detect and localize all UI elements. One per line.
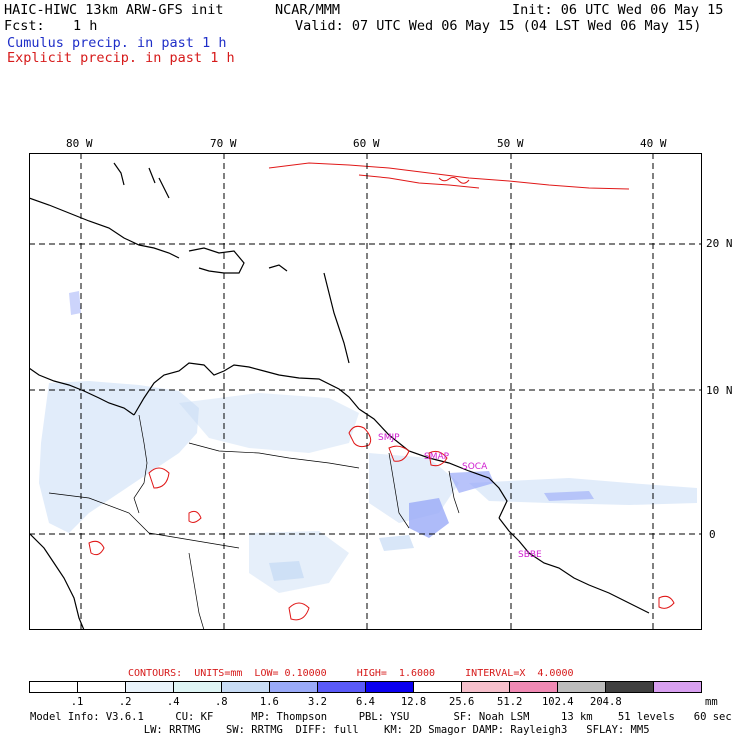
lat-label-10n: 10 N [706,384,733,397]
lon-label-80w: 80 W [66,137,93,150]
colorbar-tick-label: 3.2 [307,696,327,708]
forecast-hour: 1 h [73,18,98,34]
explicit-cell-3 [428,450,448,467]
coast-panama [29,367,135,416]
forecast-label: Fcst: [4,18,45,34]
coast-guianas [358,408,508,519]
colorbar-segment [174,682,222,692]
station-smjp: SMJP [378,433,400,443]
station-labels: SMJP SMAP SOCA SBBE [378,433,542,560]
contours-info: CONTOURS: UNITS=mm LOW= 0.10000 HIGH= 1.… [128,668,574,679]
colorbar-segment [270,682,318,692]
precip-map: SMJP SMAP SOCA SBBE [29,153,702,630]
explicit-cell-2 [388,445,410,462]
border-amazon [48,492,240,549]
colorbar-segment [558,682,606,692]
explicit-cell-6 [288,602,310,621]
explicit-cell-8 [188,510,202,523]
precip-colorbar [29,681,702,693]
colorbar-tick-label: .8 [214,696,228,708]
coastlines [29,162,650,630]
explicit-band-north [268,162,630,190]
cumulus-cell-b [449,471,494,493]
coast-puerto-rico [268,264,288,272]
colorbar-tick-label: .1 [70,696,84,708]
cumulus-cell-a [409,498,449,538]
colorbar-tick-label: 12.8 [400,696,427,708]
explicit-cell-4 [148,467,170,489]
border-venezuela-south [188,442,360,469]
colorbar-tick-label: 102.4 [541,696,574,708]
station-sbbe: SBBE [518,550,542,560]
colorbar-segment [126,682,174,692]
explicit-squiggle [438,176,470,184]
colorbar-segment [414,682,462,692]
colorbar-tick-label: 25.6 [448,696,475,708]
colorbar-tick-label: 204.8 [590,696,622,708]
colorbar-segment [462,682,510,692]
model-info-line2: LW: RRTMG SW: RRTMG DIFF: full KM: 2D Sm… [30,724,650,736]
cumulus-cell-e [379,535,414,551]
coast-central-america [113,162,170,199]
colorbar-unit: mm [705,696,718,708]
station-soca: SOCA [462,462,488,472]
border-peru [188,552,205,630]
colorbar-segment [654,682,701,692]
station-smap: SMAP [424,452,450,462]
lon-label-70w: 70 W [210,137,237,150]
colorbar-tick-label: 6.4 [356,696,375,708]
cumulus-area-colombia [39,381,199,533]
coast-brazil [498,517,650,614]
coast-ecuador-peru [29,532,85,630]
colorbar-segment [318,682,366,692]
model-info-line1: Model Info: V3.6.1 CU: KF MP: Thompson P… [30,711,732,723]
cumulus-cell-f [269,561,304,581]
coast-hispaniola [188,247,245,274]
graticule [29,153,702,630]
cumulus-cell-d [69,291,81,315]
coast-lesser-antilles [323,272,350,364]
border-suriname [448,470,460,514]
cumulus-cell-c [544,491,594,501]
colorbar-tick-label: 51.2 [497,696,523,708]
colorbar-segment [510,682,558,692]
model-title: HAIC-HIWC 13km ARW-GFS init [4,2,224,18]
explicit-cell-5 [88,540,105,556]
lon-label-40w: 40 W [640,137,667,150]
init-time: Init: 06 UTC Wed 06 May 15 [512,2,724,18]
colorbar-tick-label: .2 [118,696,132,708]
coast-cuba [29,197,180,259]
country-borders [48,414,460,630]
cumulus-legend: Cumulus precip. in past 1 h [7,35,227,51]
border-guyana [388,452,410,529]
border-colombia-west [133,414,148,514]
explicit-precip-contours [88,162,675,621]
lat-label-20n: 20 N [706,237,733,250]
lon-label-50w: 50 W [497,137,524,150]
explicit-band-north-2 [358,174,480,189]
valid-time: Valid: 07 UTC Wed 06 May 15 (04 LST Wed … [295,18,702,34]
coast-venezuela [133,362,360,416]
colorbar-tick-label: 1.6 [259,696,279,708]
colorbar-segment [222,682,270,692]
explicit-legend: Explicit precip. in past 1 h [7,50,235,66]
colorbar-segment [30,682,78,692]
explicit-cell-1 [348,425,372,448]
colorbar-segment [606,682,654,692]
colorbar-segment [78,682,126,692]
colorbar-segment [366,682,414,692]
institution-label: NCAR/MMM [275,2,341,18]
lon-label-60w: 60 W [353,137,380,150]
lat-label-equator: 0 [709,528,716,541]
colorbar-tick-label: .4 [166,696,180,708]
explicit-cell-7 [658,595,675,609]
